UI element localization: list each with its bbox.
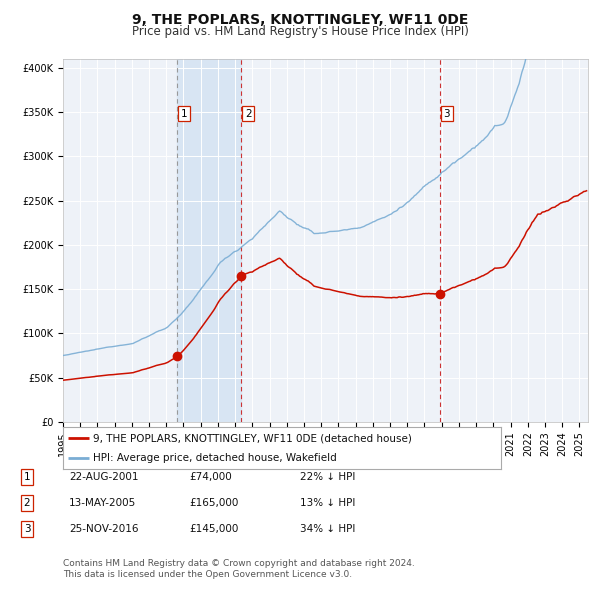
Text: 22-AUG-2001: 22-AUG-2001 [69, 472, 139, 481]
Text: £165,000: £165,000 [189, 498, 238, 507]
Text: 25-NOV-2016: 25-NOV-2016 [69, 524, 139, 533]
Text: 13% ↓ HPI: 13% ↓ HPI [300, 498, 355, 507]
Text: 1: 1 [181, 109, 187, 119]
Text: 9, THE POPLARS, KNOTTINGLEY, WF11 0DE (detached house): 9, THE POPLARS, KNOTTINGLEY, WF11 0DE (d… [93, 433, 412, 443]
Text: 3: 3 [23, 524, 31, 533]
Text: Contains HM Land Registry data © Crown copyright and database right 2024.: Contains HM Land Registry data © Crown c… [63, 559, 415, 568]
Text: £145,000: £145,000 [189, 524, 238, 533]
Text: 1: 1 [23, 472, 31, 481]
Text: 9, THE POPLARS, KNOTTINGLEY, WF11 0DE: 9, THE POPLARS, KNOTTINGLEY, WF11 0DE [132, 13, 468, 27]
Text: Price paid vs. HM Land Registry's House Price Index (HPI): Price paid vs. HM Land Registry's House … [131, 25, 469, 38]
Text: 13-MAY-2005: 13-MAY-2005 [69, 498, 136, 507]
Text: This data is licensed under the Open Government Licence v3.0.: This data is licensed under the Open Gov… [63, 571, 352, 579]
Text: 34% ↓ HPI: 34% ↓ HPI [300, 524, 355, 533]
Text: 22% ↓ HPI: 22% ↓ HPI [300, 472, 355, 481]
Bar [177, 59, 241, 422]
Text: 3: 3 [443, 109, 450, 119]
Text: £74,000: £74,000 [189, 472, 232, 481]
Text: 2: 2 [245, 109, 251, 119]
Text: 2: 2 [23, 498, 31, 507]
Text: HPI: Average price, detached house, Wakefield: HPI: Average price, detached house, Wake… [93, 454, 337, 463]
